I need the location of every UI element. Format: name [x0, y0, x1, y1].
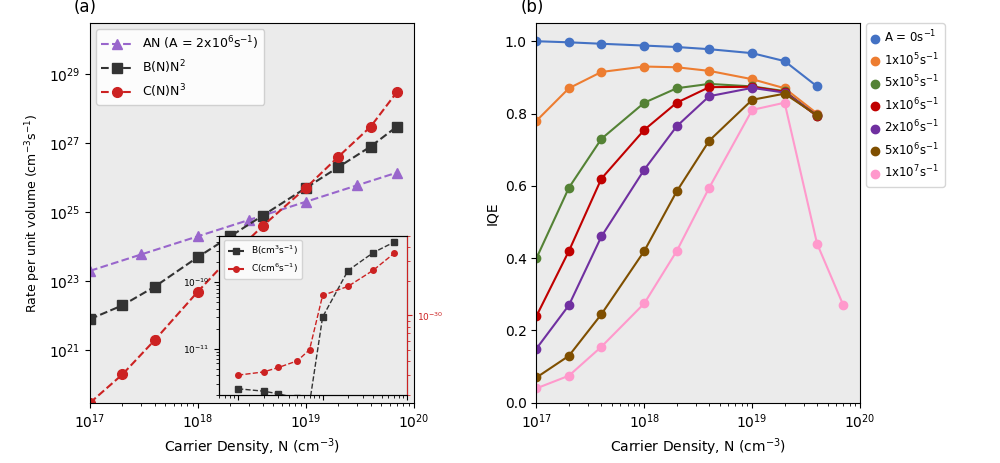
5x10$^{6}$s$^{-1}$ — [671, 188, 683, 194]
2x10$^{6}$s$^{-1}$ — [746, 85, 758, 91]
5x10$^{6}$s$^{-1}$ — [746, 97, 758, 103]
1x10$^{7}$s$^{-1}$ — [837, 302, 849, 308]
2x10$^{6}$s$^{-1}$ — [563, 302, 575, 308]
2x10$^{6}$s$^{-1}$ — [530, 346, 542, 351]
1x10$^{7}$s$^{-1}$ — [746, 107, 758, 113]
Line: 5x10$^{5}$s$^{-1}$: 5x10$^{5}$s$^{-1}$ — [532, 80, 821, 263]
5x10$^{6}$s$^{-1}$ — [779, 91, 791, 96]
A = 0s$^{-1}$ — [530, 38, 542, 44]
Y-axis label: IQE: IQE — [485, 201, 499, 225]
A = 0s$^{-1}$ — [563, 39, 575, 45]
Legend: A = 0s$^{-1}$, 1x10$^{5}$s$^{-1}$, 5x10$^{5}$s$^{-1}$, 1x10$^{6}$s$^{-1}$, 2x10$: A = 0s$^{-1}$, 1x10$^{5}$s$^{-1}$, 5x10$… — [866, 23, 945, 187]
1x10$^{6}$s$^{-1}$ — [746, 84, 758, 89]
1x10$^{6}$s$^{-1}$ — [563, 248, 575, 254]
A = 0s$^{-1}$ — [595, 41, 607, 47]
1x10$^{6}$s$^{-1}$ — [779, 89, 791, 94]
1x10$^{7}$s$^{-1}$ — [779, 100, 791, 106]
1x10$^{5}$s$^{-1}$ — [563, 86, 575, 91]
1x10$^{6}$s$^{-1}$ — [703, 84, 715, 90]
1x10$^{5}$s$^{-1}$ — [671, 64, 683, 70]
1x10$^{6}$s$^{-1}$ — [530, 313, 542, 319]
5x10$^{5}$s$^{-1}$ — [595, 136, 607, 142]
5x10$^{5}$s$^{-1}$ — [746, 84, 758, 89]
Y-axis label: Rate per unit volume (cm$^{-3}$s$^{-1}$): Rate per unit volume (cm$^{-3}$s$^{-1}$) — [24, 113, 43, 313]
1x10$^{6}$s$^{-1}$ — [638, 127, 650, 132]
1x10$^{5}$s$^{-1}$ — [703, 68, 715, 74]
5x10$^{5}$s$^{-1}$ — [530, 256, 542, 261]
A = 0s$^{-1}$ — [779, 58, 791, 64]
A = 0s$^{-1}$ — [811, 84, 823, 89]
Text: (b): (b) — [520, 0, 544, 16]
2x10$^{6}$s$^{-1}$ — [779, 90, 791, 95]
1x10$^{7}$s$^{-1}$ — [638, 300, 650, 306]
2x10$^{6}$s$^{-1}$ — [638, 167, 650, 172]
2x10$^{6}$s$^{-1}$ — [811, 113, 823, 118]
A = 0s$^{-1}$ — [638, 43, 650, 48]
1x10$^{5}$s$^{-1}$ — [638, 64, 650, 69]
5x10$^{6}$s$^{-1}$ — [638, 248, 650, 254]
A = 0s$^{-1}$ — [671, 44, 683, 50]
1x10$^{5}$s$^{-1}$ — [595, 69, 607, 75]
2x10$^{6}$s$^{-1}$ — [703, 94, 715, 99]
5x10$^{6}$s$^{-1}$ — [563, 353, 575, 358]
2x10$^{6}$s$^{-1}$ — [671, 124, 683, 129]
1x10$^{7}$s$^{-1}$ — [530, 386, 542, 391]
1x10$^{5}$s$^{-1}$ — [746, 76, 758, 82]
X-axis label: Carrier Density, N (cm$^{-3}$): Carrier Density, N (cm$^{-3}$) — [610, 437, 786, 458]
Line: 2x10$^{6}$s$^{-1}$: 2x10$^{6}$s$^{-1}$ — [532, 84, 821, 353]
X-axis label: Carrier Density, N (cm$^{-3}$): Carrier Density, N (cm$^{-3}$) — [164, 437, 340, 458]
5x10$^{5}$s$^{-1}$ — [779, 88, 791, 94]
1x10$^{6}$s$^{-1}$ — [811, 113, 823, 119]
A = 0s$^{-1}$ — [703, 46, 715, 52]
A = 0s$^{-1}$ — [746, 50, 758, 56]
1x10$^{7}$s$^{-1}$ — [595, 344, 607, 350]
1x10$^{7}$s$^{-1}$ — [703, 185, 715, 190]
Line: 1x10$^{7}$s$^{-1}$: 1x10$^{7}$s$^{-1}$ — [532, 99, 847, 393]
1x10$^{6}$s$^{-1}$ — [671, 100, 683, 106]
Legend: AN (A = 2x10$^{6}$s$^{-1}$), B(N)N$^{2}$, C(N)N$^{3}$: AN (A = 2x10$^{6}$s$^{-1}$), B(N)N$^{2}$… — [96, 29, 264, 105]
5x10$^{6}$s$^{-1}$ — [595, 312, 607, 317]
5x10$^{5}$s$^{-1}$ — [671, 86, 683, 91]
2x10$^{6}$s$^{-1}$ — [595, 234, 607, 239]
5x10$^{5}$s$^{-1}$ — [638, 100, 650, 106]
Line: 1x10$^{6}$s$^{-1}$: 1x10$^{6}$s$^{-1}$ — [532, 82, 821, 320]
1x10$^{5}$s$^{-1}$ — [530, 118, 542, 124]
1x10$^{7}$s$^{-1}$ — [563, 373, 575, 378]
1x10$^{7}$s$^{-1}$ — [671, 248, 683, 254]
1x10$^{6}$s$^{-1}$ — [595, 176, 607, 181]
Text: (a): (a) — [74, 0, 97, 16]
5x10$^{6}$s$^{-1}$ — [703, 138, 715, 144]
1x10$^{5}$s$^{-1}$ — [811, 111, 823, 116]
5x10$^{6}$s$^{-1}$ — [530, 375, 542, 380]
5x10$^{5}$s$^{-1}$ — [703, 81, 715, 87]
5x10$^{5}$s$^{-1}$ — [563, 185, 575, 190]
Line: A = 0s$^{-1}$: A = 0s$^{-1}$ — [532, 37, 821, 91]
1x10$^{7}$s$^{-1}$ — [811, 241, 823, 246]
5x10$^{5}$s$^{-1}$ — [811, 113, 823, 119]
Line: 1x10$^{5}$s$^{-1}$: 1x10$^{5}$s$^{-1}$ — [532, 63, 821, 125]
5x10$^{6}$s$^{-1}$ — [811, 113, 823, 118]
Line: 5x10$^{6}$s$^{-1}$: 5x10$^{6}$s$^{-1}$ — [532, 89, 821, 382]
1x10$^{5}$s$^{-1}$ — [779, 86, 791, 91]
